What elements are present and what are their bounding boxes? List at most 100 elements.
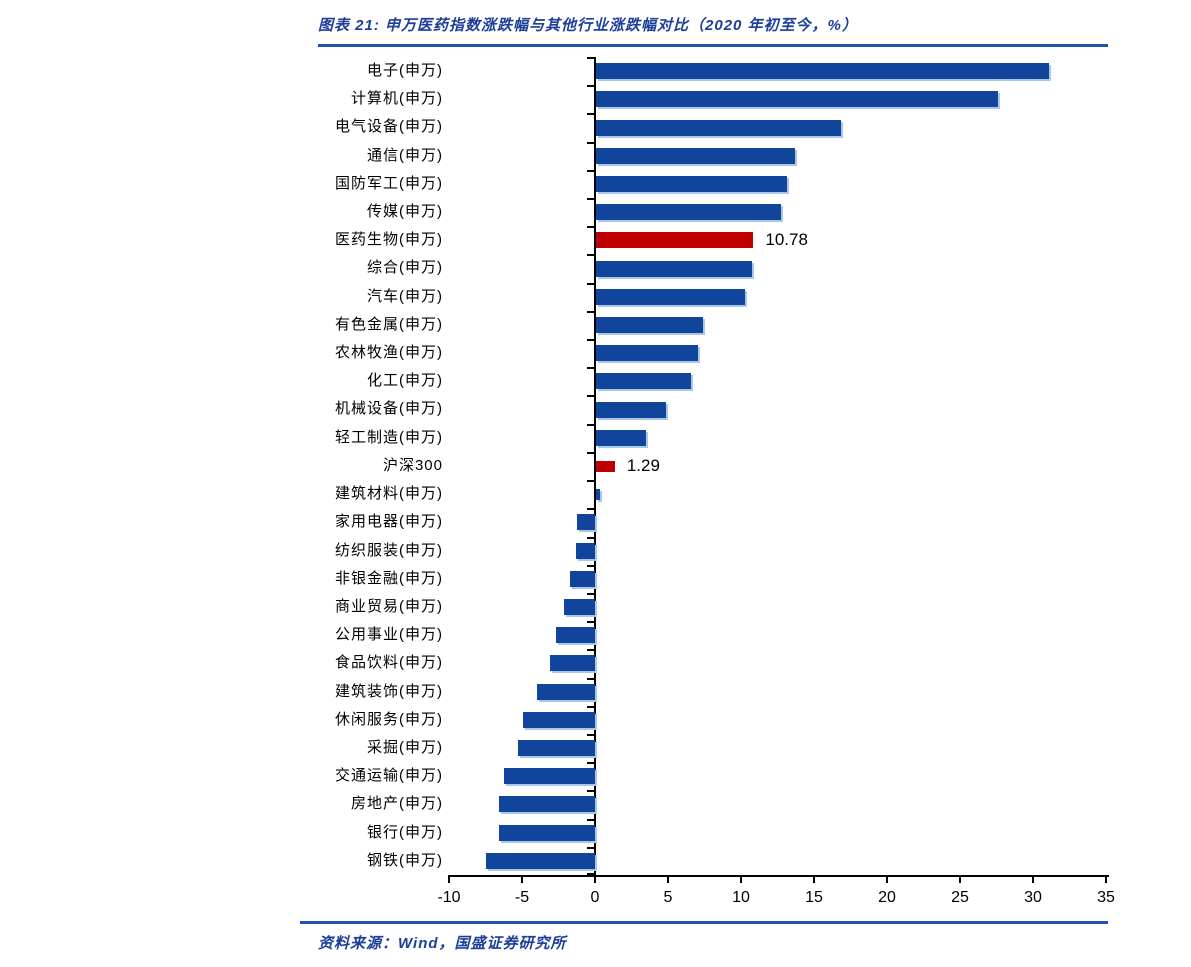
- category-label: 食品饮料(申万): [335, 654, 443, 672]
- category-axis-tick: [587, 873, 594, 875]
- bar-chart-plot: -10 -5 0 5 10 15 20 25 30 35 10.78 1.29: [437, 57, 1115, 906]
- category-label: 有色金属(申万): [335, 315, 443, 333]
- category-label: 非银金融(申万): [335, 569, 443, 587]
- category-label: 国防军工(申万): [335, 174, 443, 192]
- value-axis-tick-label: 10: [732, 889, 750, 906]
- category-axis-tick: [587, 847, 594, 849]
- category-label: 医药生物(申万): [335, 231, 443, 249]
- category-label: 建筑材料(申万): [335, 485, 443, 503]
- bar: [577, 514, 595, 531]
- bar: [549, 655, 595, 672]
- value-axis-tick-label: 5: [663, 889, 673, 906]
- bar: [596, 288, 745, 305]
- category-label: 银行(申万): [367, 823, 443, 841]
- bar: [564, 599, 595, 616]
- category-label: 机械设备(申万): [335, 400, 443, 418]
- category-axis-tick: [587, 57, 594, 59]
- category-label: 轻工制造(申万): [335, 428, 443, 446]
- value-axis-tick: [1032, 875, 1034, 883]
- bar: [523, 711, 595, 728]
- bar: [596, 147, 795, 164]
- category-label: 电子(申万): [367, 62, 443, 79]
- category-label: 计算机(申万): [351, 90, 443, 108]
- category-axis-tick: [587, 311, 594, 313]
- value-axis-tick-label: 30: [1024, 889, 1042, 906]
- bar: [596, 175, 788, 192]
- value-axis-tick: [448, 875, 450, 883]
- bar: [576, 542, 595, 559]
- category-axis-tick: [587, 424, 594, 426]
- chart-title: 图表 21: 申万医药指数涨跌幅与其他行业涨跌幅对比（2020 年初至今，%）: [318, 17, 858, 34]
- source-note: 资料来源：Wind，国盛证券研究所: [318, 935, 567, 952]
- bar: [596, 260, 753, 277]
- category-axis-tick: [587, 762, 594, 764]
- value-axis-tick: [667, 875, 669, 883]
- category-label: 传媒(申万): [367, 203, 443, 221]
- footer-rule: [300, 921, 1108, 924]
- category-axis-tick: [587, 452, 594, 454]
- highlighted-bar: [596, 460, 615, 472]
- category-axis-tick: [587, 85, 594, 87]
- category-axis-tick: [587, 395, 594, 397]
- value-axis-tick-label: 35: [1097, 889, 1115, 906]
- category-axis-tick: [587, 678, 594, 680]
- category-axis-tick: [587, 819, 594, 821]
- bar: [570, 570, 595, 587]
- category-axis-tick: [587, 367, 594, 369]
- bar-value-label: 1.29: [626, 455, 660, 475]
- bar: [596, 401, 667, 418]
- category-axis-tick: [587, 339, 594, 341]
- bar: [498, 796, 595, 813]
- category-axis-tick: [587, 113, 594, 115]
- category-label: 化工(申万): [367, 372, 443, 390]
- category-axis-tick: [587, 480, 594, 482]
- value-axis-tick: [959, 875, 961, 883]
- bar: [555, 627, 595, 644]
- bar: [596, 345, 699, 362]
- category-label: 交通运输(申万): [335, 767, 443, 785]
- bar: [596, 429, 646, 446]
- bar: [596, 63, 1049, 80]
- value-axis-line: [449, 875, 1109, 877]
- bar: [498, 824, 595, 841]
- highlighted-bar: [596, 232, 754, 249]
- category-axis-tick: [587, 508, 594, 510]
- value-axis-tick-label: -5: [514, 889, 530, 906]
- category-axis-tick: [587, 142, 594, 144]
- category-label: 休闲服务(申万): [335, 710, 443, 728]
- bar: [596, 204, 782, 221]
- category-axis-tick: [587, 198, 594, 200]
- bar: [517, 740, 595, 757]
- bar: [596, 488, 601, 500]
- category-label: 电气设备(申万): [335, 118, 443, 136]
- category-axis-tick: [587, 621, 594, 623]
- value-axis-tick-label: 20: [878, 889, 896, 906]
- category-label: 商业贸易(申万): [335, 597, 443, 615]
- bar: [596, 316, 703, 333]
- bar: [596, 91, 998, 108]
- value-axis-tick-label: 25: [951, 889, 969, 906]
- category-axis-tick: [587, 537, 594, 539]
- category-label: 纺织服装(申万): [335, 541, 443, 559]
- category-label: 汽车(申万): [367, 287, 443, 305]
- bar: [536, 683, 595, 700]
- category-label: 沪深300: [382, 456, 443, 474]
- value-axis-tick: [886, 875, 888, 883]
- title-underline-rule: [318, 44, 1108, 47]
- category-axis-tick: [587, 706, 594, 708]
- category-axis-tick: [587, 790, 594, 792]
- value-axis-tick: [521, 875, 523, 883]
- category-axis-tick: [587, 649, 594, 651]
- category-axis-tick: [587, 170, 594, 172]
- value-axis-tick: [740, 875, 742, 883]
- bar-value-label: 10.78: [765, 230, 808, 250]
- category-axis-tick: [587, 226, 594, 228]
- category-label: 家用电器(申万): [335, 513, 443, 531]
- value-axis-tick: [813, 875, 815, 883]
- category-axis-tick: [587, 734, 594, 736]
- value-axis-tick-label: -10: [437, 889, 461, 906]
- category-axis-tick: [587, 593, 594, 595]
- bar: [596, 119, 842, 136]
- value-axis-tick: [594, 875, 596, 883]
